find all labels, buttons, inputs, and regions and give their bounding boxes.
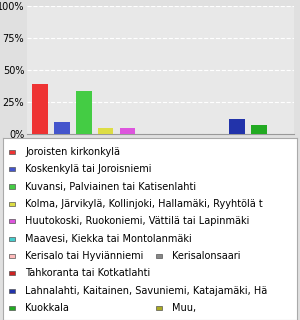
Bar — [120, 128, 135, 134]
FancyBboxPatch shape — [9, 167, 15, 171]
FancyBboxPatch shape — [9, 150, 15, 154]
Text: Kuvansi, Palviainen tai Katisenlahti: Kuvansi, Palviainen tai Katisenlahti — [25, 181, 196, 191]
FancyBboxPatch shape — [9, 289, 15, 293]
Text: Koskenkylä tai Joroisniemi: Koskenkylä tai Joroisniemi — [25, 164, 152, 174]
FancyBboxPatch shape — [156, 306, 162, 310]
Text: Lahnalahti, Kaitainen, Savuniemi, Katajamäki, Hä: Lahnalahti, Kaitainen, Savuniemi, Kataja… — [25, 286, 267, 296]
FancyBboxPatch shape — [9, 185, 15, 188]
Text: Kerisalo tai Hyviänniemi: Kerisalo tai Hyviänniemi — [25, 251, 143, 261]
FancyBboxPatch shape — [9, 306, 15, 310]
FancyBboxPatch shape — [9, 271, 15, 276]
Text: Tahkoranta tai Kotkatlahti: Tahkoranta tai Kotkatlahti — [25, 268, 150, 278]
FancyBboxPatch shape — [9, 219, 15, 223]
Text: Kuokkala: Kuokkala — [25, 303, 69, 313]
FancyBboxPatch shape — [9, 236, 15, 241]
Text: Maavesi, Kiekka tai Montolanmäki: Maavesi, Kiekka tai Montolanmäki — [25, 234, 192, 244]
Bar — [251, 125, 267, 134]
Bar — [54, 122, 70, 134]
FancyBboxPatch shape — [9, 254, 15, 258]
Bar — [32, 84, 48, 134]
Text: Kolma, Järvikylä, Kollinjoki, Hallamäki, Ryyhtölä t: Kolma, Järvikylä, Kollinjoki, Hallamäki,… — [25, 199, 263, 209]
FancyBboxPatch shape — [156, 254, 162, 258]
Text: Kerisalonsaari: Kerisalonsaari — [172, 251, 241, 261]
Text: Joroisten kirkonkylä: Joroisten kirkonkylä — [25, 147, 120, 157]
Text: Huutokoski, Ruokoniemi, Vättilä tai Lapinmäki: Huutokoski, Ruokoniemi, Vättilä tai Lapi… — [25, 216, 249, 226]
Bar — [230, 119, 245, 134]
Text: Muu,: Muu, — [172, 303, 196, 313]
Bar — [98, 128, 113, 134]
Bar — [76, 91, 92, 134]
FancyBboxPatch shape — [9, 202, 15, 206]
